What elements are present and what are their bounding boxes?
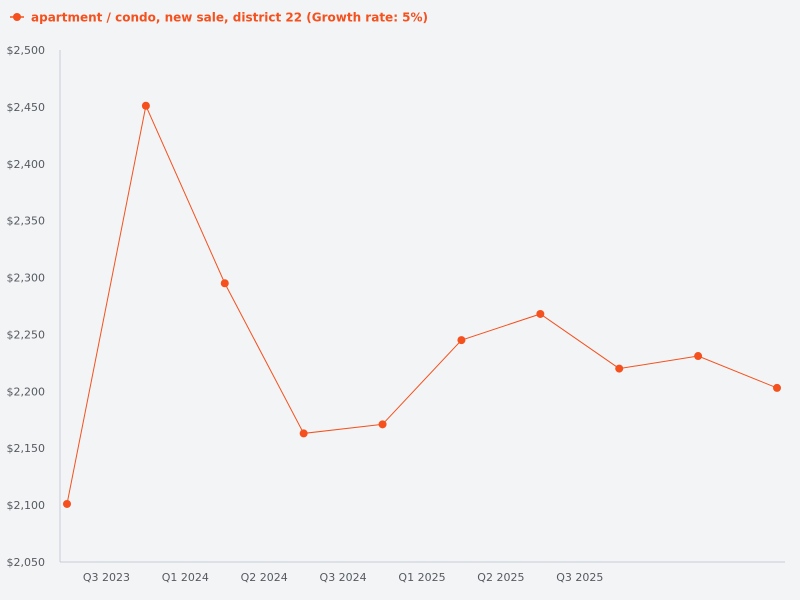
data-point[interactable] xyxy=(63,499,71,508)
y-tick-label: $2,450 xyxy=(7,101,46,114)
data-point[interactable] xyxy=(773,383,781,392)
y-tick-label: $2,350 xyxy=(7,215,46,228)
x-tick-label: Q2 2024 xyxy=(241,571,288,584)
data-point[interactable] xyxy=(378,420,387,429)
legend-series-marker-icon xyxy=(13,13,21,21)
x-tick-label: Q1 2024 xyxy=(162,571,209,584)
y-tick-label: $2,400 xyxy=(7,158,46,171)
data-point[interactable] xyxy=(141,101,150,110)
series-apartment-condo xyxy=(63,101,781,508)
x-tick-label: Q2 2025 xyxy=(477,571,524,584)
y-tick-label: $2,150 xyxy=(7,442,46,455)
x-tick-label: Q3 2023 xyxy=(83,571,130,584)
x-tick-label: Q1 2025 xyxy=(398,571,445,584)
data-point[interactable] xyxy=(536,309,545,318)
y-tick-label: $2,300 xyxy=(7,272,46,285)
data-point[interactable] xyxy=(457,336,466,345)
x-tick-label: Q3 2024 xyxy=(320,571,367,584)
series-line xyxy=(66,104,778,505)
data-point[interactable] xyxy=(615,364,624,373)
data-point[interactable] xyxy=(694,352,703,361)
data-point[interactable] xyxy=(299,429,308,438)
y-tick-label: $2,250 xyxy=(7,328,46,341)
data-point[interactable] xyxy=(220,279,229,288)
x-tick-label: Q3 2025 xyxy=(556,571,603,584)
legend-label: apartment / condo, new sale, district 22… xyxy=(31,11,428,25)
legend[interactable]: apartment / condo, new sale, district 22… xyxy=(10,11,428,25)
y-tick-label: $2,500 xyxy=(7,44,46,57)
y-tick-label: $2,200 xyxy=(7,385,46,398)
x-axis-ticks: Q3 2023 Q1 2024 Q2 2024 Q3 2024 Q1 2025 Q2 20… xyxy=(83,571,603,584)
y-axis-ticks: $2,050 $2,100 $2,150 $2,200 $2,250 $2,300 $2,3… xyxy=(7,44,46,569)
y-tick-label: $2,050 xyxy=(7,556,46,569)
y-tick-label: $2,100 xyxy=(7,499,46,512)
